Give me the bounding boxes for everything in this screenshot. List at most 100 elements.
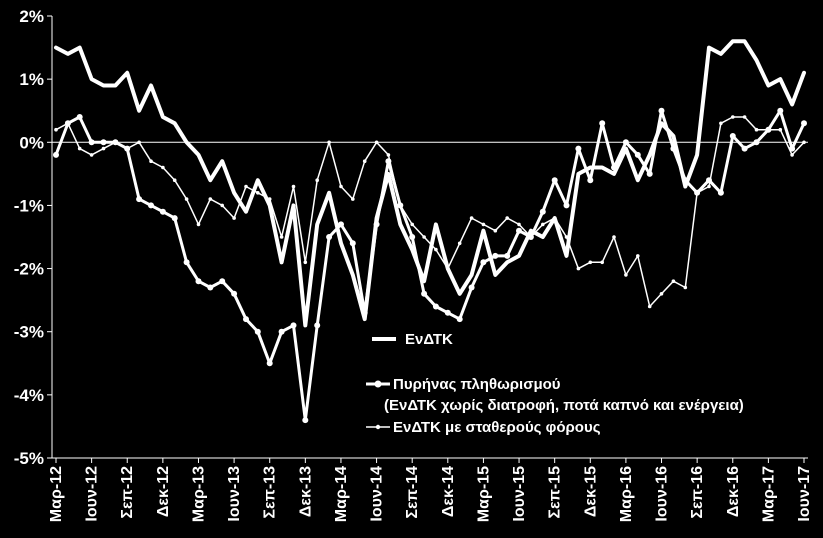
series-3-point bbox=[517, 222, 521, 227]
series-2-point bbox=[349, 240, 356, 247]
series-2-point bbox=[801, 120, 807, 127]
series-3-point bbox=[267, 197, 272, 201]
legend-label-series-2-line-2: (ΕνΔΤΚ χωρίς διατροφή, ποτά καπνό και εν… bbox=[384, 397, 744, 414]
series-2-point bbox=[421, 290, 428, 297]
series-3-point bbox=[196, 222, 201, 227]
series-2-point bbox=[480, 259, 487, 266]
series-2-point bbox=[314, 322, 321, 329]
series-3-point bbox=[184, 197, 189, 201]
plot-area bbox=[53, 39, 807, 424]
y-tick-label: 2% bbox=[19, 7, 44, 26]
series-2-point bbox=[516, 227, 522, 234]
x-tick-label: Δεκ-12 bbox=[155, 466, 172, 517]
series-2-point bbox=[302, 417, 309, 424]
series-3-point bbox=[493, 228, 498, 233]
series-3-point bbox=[89, 153, 94, 157]
series-2-point bbox=[373, 221, 380, 228]
series-2-point bbox=[266, 360, 273, 367]
series-2-point bbox=[741, 145, 748, 152]
series-3-point bbox=[77, 146, 82, 151]
x-tick-label: Ιουν-17 bbox=[796, 466, 813, 522]
x-tick-label: Μαρ-12 bbox=[48, 466, 65, 522]
series-2-point bbox=[171, 215, 178, 222]
series-2-point bbox=[504, 252, 511, 259]
series-3-point bbox=[600, 260, 604, 265]
series-3-point bbox=[351, 197, 355, 201]
series-3-point bbox=[398, 203, 403, 208]
series-2-point bbox=[777, 107, 784, 114]
series-2-point bbox=[76, 114, 83, 120]
series-3-point bbox=[113, 140, 118, 145]
series-3-point bbox=[552, 216, 557, 220]
legend-label-series-1: ΕνΔΤΚ bbox=[405, 331, 453, 348]
series-2-point bbox=[729, 133, 736, 139]
y-axis-tick-labels: 2% 1% 0% -1% -2% -3% -4% -5% bbox=[14, 7, 44, 468]
series-2-point bbox=[53, 151, 59, 158]
series-2-point bbox=[278, 328, 285, 335]
series-2-point bbox=[646, 170, 653, 177]
series-2-point bbox=[183, 259, 190, 266]
series-2-point bbox=[539, 208, 546, 215]
series-2-point bbox=[670, 145, 677, 152]
y-tick-label: -3% bbox=[14, 323, 44, 342]
series-3-point bbox=[374, 140, 379, 145]
series-2-point bbox=[444, 309, 451, 316]
series-2-point bbox=[100, 139, 107, 146]
series-2-point bbox=[634, 151, 641, 158]
series-2 bbox=[53, 107, 807, 424]
series-2-point bbox=[338, 221, 344, 228]
series-3-point bbox=[137, 140, 141, 145]
series-3-point bbox=[529, 235, 533, 239]
series-2-point bbox=[231, 290, 238, 297]
series-1-line bbox=[54, 39, 806, 328]
series-2-point bbox=[432, 303, 439, 310]
series-2-point bbox=[409, 234, 416, 240]
series-3-point bbox=[161, 165, 165, 170]
series-3-point bbox=[66, 121, 70, 126]
series-2-point bbox=[575, 145, 582, 152]
series-2-point bbox=[254, 328, 261, 335]
x-tick-label: Ιουν-14 bbox=[369, 466, 386, 522]
series-3-point bbox=[220, 203, 224, 208]
series-2-point bbox=[563, 202, 570, 209]
y-tick-label: 0% bbox=[19, 133, 44, 152]
series-3-point bbox=[149, 159, 153, 163]
series-2-point bbox=[243, 316, 249, 323]
y-tick-label: -5% bbox=[14, 449, 44, 468]
series-2-point bbox=[136, 196, 143, 203]
legend-label-series-2: Πυρήνας πληθωρισμού bbox=[393, 376, 561, 393]
series-3-point bbox=[671, 279, 676, 284]
series-3-point bbox=[683, 285, 688, 290]
series-2-point bbox=[587, 177, 594, 184]
x-tick-label: Σεπ-16 bbox=[689, 466, 706, 519]
series-3-point bbox=[457, 241, 462, 246]
series-2-point bbox=[717, 189, 724, 196]
x-tick-label: Μαρ-13 bbox=[190, 466, 207, 522]
x-tick-label: Ιουν-12 bbox=[84, 466, 101, 522]
series-2-point bbox=[326, 234, 333, 240]
series-3-point bbox=[790, 153, 794, 157]
series-3-point bbox=[244, 184, 248, 189]
series-3-point bbox=[446, 266, 450, 271]
series-3-point bbox=[386, 153, 391, 157]
series-3-point bbox=[232, 216, 236, 220]
series-3-point bbox=[754, 127, 759, 132]
series-2-point bbox=[753, 139, 760, 146]
series-3-point bbox=[362, 159, 367, 163]
series-3-point bbox=[255, 191, 260, 195]
series-3-point bbox=[481, 222, 486, 227]
series-3-point bbox=[172, 178, 177, 182]
x-tick-label: Δεκ-16 bbox=[725, 466, 742, 517]
x-tick-label: Δεκ-13 bbox=[297, 466, 314, 517]
legend-label-series-3: ΕνΔΤΚ με σταθερούς φόρους bbox=[393, 419, 601, 436]
x-tick-label: Σεπ-13 bbox=[262, 466, 279, 519]
series-3-point bbox=[588, 260, 593, 265]
series-3-point bbox=[339, 184, 343, 189]
series-3-point bbox=[54, 127, 58, 132]
legend-marker-series-3 bbox=[375, 424, 381, 430]
series-3-point bbox=[695, 191, 699, 195]
series-3-point bbox=[315, 178, 320, 182]
series-2-point bbox=[290, 322, 297, 329]
series-3-point bbox=[802, 140, 806, 145]
series-2-point bbox=[611, 164, 617, 171]
